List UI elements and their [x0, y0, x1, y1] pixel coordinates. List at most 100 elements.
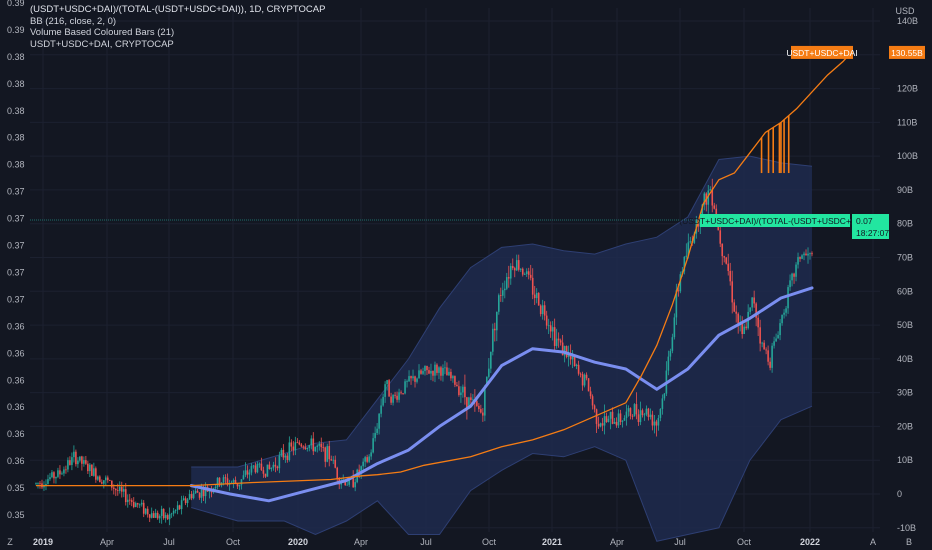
candle-body: [486, 376, 488, 386]
candle: [97, 475, 99, 481]
candle: [771, 342, 773, 373]
candle: [450, 368, 452, 381]
candle-body: [236, 483, 239, 487]
candle-body: [517, 260, 520, 270]
left-tick-label: 0.38: [7, 52, 25, 62]
candle-body: [500, 295, 502, 296]
time-tick-label: Apr: [100, 537, 114, 547]
candle: [382, 393, 384, 407]
candle-body: [653, 421, 656, 426]
candle-body: [372, 438, 374, 453]
candle: [655, 419, 658, 437]
legend-bb-indicator[interactable]: BB (216, close, 2, 0): [30, 15, 117, 27]
log-scale-toggle[interactable]: Z: [7, 537, 13, 547]
candle: [272, 461, 275, 471]
legend-volume-bars-indicator[interactable]: Volume Based Coloured Bars (21): [30, 27, 175, 38]
candle-body: [170, 513, 173, 515]
candle: [288, 436, 291, 462]
candle: [114, 488, 117, 497]
candle: [741, 316, 743, 339]
settings-toggle[interactable]: B: [906, 537, 912, 547]
candle: [619, 409, 622, 426]
candle-body: [637, 414, 640, 423]
legend-stablecap-series[interactable]: USDT+USDC+DAI, CRYPTOCAP: [30, 38, 174, 50]
candle: [420, 368, 422, 375]
candle: [667, 350, 670, 376]
candle-body: [294, 442, 297, 451]
candle-body: [799, 257, 801, 259]
candle-body: [743, 326, 745, 335]
candle-body: [781, 314, 783, 324]
candle: [168, 507, 171, 526]
candle: [91, 464, 93, 476]
candle-body: [629, 408, 632, 416]
candle: [138, 503, 141, 509]
candle: [128, 494, 131, 505]
candle-body: [396, 395, 398, 400]
stablecap-value-tag: 130.55B: [889, 45, 925, 59]
time-tick-label: Oct: [737, 537, 752, 547]
candle-body: [316, 445, 319, 447]
candle-body: [643, 414, 646, 416]
candle-body: [146, 508, 149, 515]
candle: [557, 332, 560, 348]
candle-body: [647, 408, 650, 418]
candle-body: [446, 367, 448, 376]
candle-body: [727, 263, 730, 271]
right-tick-label: 140B: [897, 16, 918, 26]
candle-body: [811, 253, 813, 255]
candle: [152, 510, 155, 519]
candle: [142, 500, 145, 518]
candle-body: [376, 428, 378, 434]
candle-body: [731, 281, 734, 303]
candle-body: [649, 414, 652, 418]
candle-body: [535, 292, 538, 299]
candle: [302, 445, 305, 450]
candle-body: [591, 396, 594, 406]
candle-body: [601, 423, 604, 426]
candle: [55, 476, 57, 484]
candle-body: [286, 455, 289, 460]
candle-body: [496, 311, 498, 331]
candle-body: [292, 446, 295, 451]
candle-body: [116, 490, 119, 491]
candle: [380, 398, 382, 418]
candle-body: [617, 413, 620, 426]
candle-body: [132, 501, 135, 508]
candle-body: [793, 273, 795, 277]
candle: [59, 465, 61, 479]
candle-body: [733, 302, 736, 312]
candle-body: [266, 464, 269, 477]
candle: [448, 367, 450, 376]
candle-body: [202, 489, 205, 497]
candle-body: [124, 489, 127, 503]
auto-scale-toggle[interactable]: A: [870, 537, 876, 547]
candle-body: [368, 456, 370, 462]
candle: [186, 497, 189, 508]
candle-body: [651, 414, 654, 426]
bollinger-band-fill: [191, 156, 812, 542]
ratio-label-text: (USDT+USDC+DAI)/(TOTAL-(USDT+USDC+DAI)): [679, 216, 871, 226]
candle-body: [61, 473, 63, 475]
legend-symbol-line[interactable]: (USDT+USDC+DAI)/(TOTAL-(USDT+USDC+DAI)),…: [30, 4, 326, 15]
candle-body: [53, 472, 55, 479]
candle-body: [107, 477, 109, 481]
candle-body: [95, 468, 97, 480]
time-tick-label: Apr: [354, 537, 368, 547]
candle-body: [458, 386, 460, 396]
candle: [517, 254, 520, 272]
candle-body: [679, 274, 682, 292]
candle-body: [501, 290, 504, 296]
candle: [290, 439, 293, 452]
candle-body: [152, 513, 155, 518]
candle-body: [537, 292, 540, 306]
left-tick-label: 0.37: [7, 187, 25, 197]
candle: [172, 507, 175, 517]
time-tick-label: 2020: [288, 537, 308, 547]
candle-body: [466, 397, 468, 409]
candle-body: [174, 510, 177, 511]
candle: [414, 375, 416, 388]
candle-body: [667, 356, 670, 371]
candle: [198, 492, 201, 500]
